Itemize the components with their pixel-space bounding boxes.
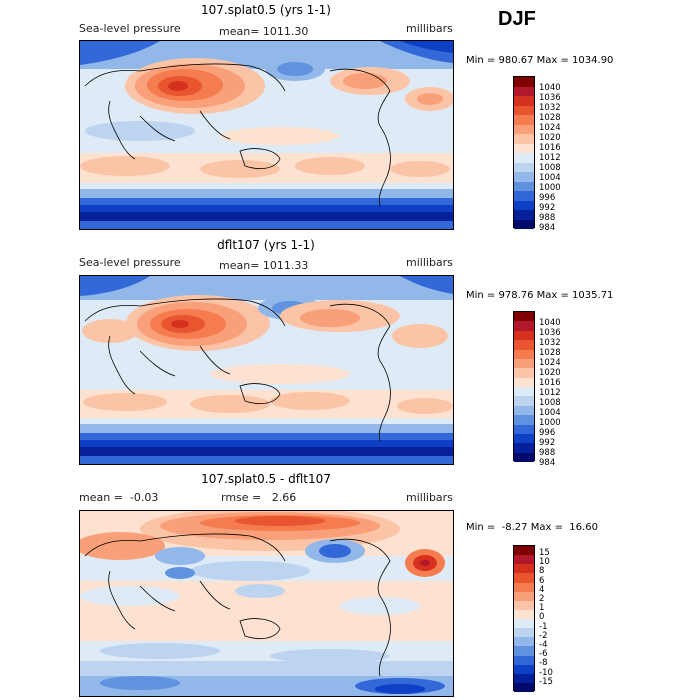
panel1-map [79, 40, 454, 230]
panel1-units-label: millibars [406, 22, 453, 35]
colorbar-tick: 1000 [539, 183, 561, 193]
colorbar-tick: -6 [539, 649, 548, 660]
colorbar-tick: 2 [539, 594, 545, 605]
colorbar-tick: 1008 [539, 163, 561, 173]
colorbar-tick: 4 [539, 584, 545, 595]
colorbar-tick: 988 [539, 213, 556, 223]
colorbar-tick: -15 [539, 676, 553, 687]
colorbar-tick: 1016 [539, 143, 561, 153]
panel2-title: dflt107 (yrs 1-1) [217, 238, 315, 252]
colorbar-tick: 1004 [539, 173, 561, 183]
colorbar-tick: 8 [539, 566, 545, 577]
colorbar-tick: -4 [539, 640, 548, 651]
panel1-mean-label: mean= 1011.30 [219, 25, 309, 38]
panel1-minmax: Min = 980.67 Max = 1034.90 [466, 55, 614, 66]
colorbar-tick: -2 [539, 630, 548, 641]
panel3-difference-contours [80, 511, 453, 696]
colorbar-tick: 1012 [539, 153, 561, 163]
season-label: DJF [498, 8, 536, 30]
panel2-map [79, 275, 454, 465]
colorbar-tick: 1032 [539, 103, 561, 113]
colorbar-tick: 1040 [539, 318, 561, 328]
panel1-colorbar-labels: 1040 1036 1032 1028 1024 1020 1016 1012 … [539, 83, 561, 233]
panel1-colorbar [513, 76, 535, 229]
colorbar-tick: 1024 [539, 358, 561, 368]
colorbar-tick: 992 [539, 438, 556, 448]
colorbar-tick: 992 [539, 203, 556, 213]
panel3-rmse-label: rmse = 2.66 [221, 491, 297, 504]
colorbar-tick: 1 [539, 603, 545, 614]
colorbar-tick: 1036 [539, 328, 561, 338]
panel3-colorbar [513, 545, 535, 692]
colorbar-tick: 1016 [539, 378, 561, 388]
colorbar-tick: 0 [539, 612, 545, 623]
colorbar-tick: 1012 [539, 388, 561, 398]
panel3-colorbar-labels: 15 10 8 6 4 2 1 0 -1 -2 -4 -6 -8 -10 -15 [539, 548, 553, 687]
panel3-title: 107.splat0.5 - dflt107 [201, 472, 331, 486]
panel2-units-label: millibars [406, 256, 453, 269]
colorbar-tick: 996 [539, 193, 556, 203]
colorbar-tick: 984 [539, 458, 556, 468]
colorbar-tick: 984 [539, 223, 556, 233]
colorbar-tick: 988 [539, 448, 556, 458]
panel2-pressure-contours [80, 276, 453, 464]
colorbar-tick: -10 [539, 667, 553, 678]
colorbar-tick: 1000 [539, 418, 561, 428]
panel3-minmax: Min = -8.27 Max = 16.60 [466, 522, 598, 533]
panel2-colorbar [513, 311, 535, 462]
colorbar-tick: 1036 [539, 93, 561, 103]
colorbar-tick: 1040 [539, 83, 561, 93]
colorbar-tick: 1008 [539, 398, 561, 408]
colorbar-tick: 996 [539, 428, 556, 438]
colorbar-tick: 6 [539, 575, 545, 586]
colorbar-tick: 15 [539, 548, 550, 558]
colorbar-tick: 1028 [539, 113, 561, 123]
panel3-map [79, 510, 454, 697]
colorbar-tick: -1 [539, 621, 548, 632]
colorbar-tick: 1028 [539, 348, 561, 358]
colorbar-tick: 1020 [539, 368, 561, 378]
panel3-mean-label: mean = -0.03 [79, 491, 159, 504]
colorbar-tick: 10 [539, 557, 550, 568]
panel1-variable-label: Sea-level pressure [79, 22, 181, 35]
panel1-pressure-contours [80, 41, 453, 229]
panel2-colorbar-labels: 1040 1036 1032 1028 1024 1020 1016 1012 … [539, 318, 561, 468]
colorbar-tick: 1004 [539, 408, 561, 418]
colorbar-tick: 1020 [539, 133, 561, 143]
colorbar-tick: 1032 [539, 338, 561, 348]
colorbar-tick: 1024 [539, 123, 561, 133]
panel2-mean-label: mean= 1011.33 [219, 259, 309, 272]
colorbar-tick: -8 [539, 658, 548, 669]
panel2-variable-label: Sea-level pressure [79, 256, 181, 269]
panel1-title: 107.splat0.5 (yrs 1-1) [201, 3, 331, 17]
panel3-units-label: millibars [406, 491, 453, 504]
panel2-minmax: Min = 978.76 Max = 1035.71 [466, 290, 614, 301]
